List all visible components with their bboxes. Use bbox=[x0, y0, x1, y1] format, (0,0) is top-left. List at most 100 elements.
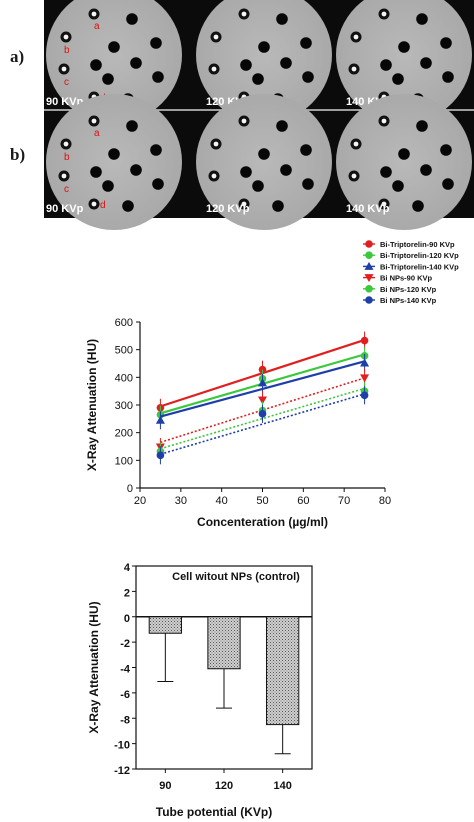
line-chart-axes: 0 100 200 300 400 500 600 20 30 40 50 60 70 80 bbox=[115, 317, 391, 507]
phantom-insert-core bbox=[213, 141, 219, 147]
data-point bbox=[258, 378, 267, 387]
phantom-insert-dot bbox=[252, 73, 264, 85]
line-chart: 0 100 200 300 400 500 600 20 30 40 50 60 70 80 Bi-Tri… bbox=[85, 240, 459, 529]
line-chart-x-axis-title: Concenteration (µg/ml) bbox=[197, 515, 328, 529]
legend-label: Bi-Triptorelin-140 KVp bbox=[380, 262, 459, 271]
bar bbox=[207, 616, 241, 670]
legend-label: Bi NPs-90 KVp bbox=[380, 274, 433, 283]
phantom-disc-body bbox=[196, 94, 332, 230]
phantom-insert-core bbox=[211, 66, 217, 72]
phantom-insert-dot bbox=[150, 37, 162, 49]
phantom-insert-dot bbox=[108, 148, 120, 160]
phantom-insert-dot bbox=[276, 120, 288, 132]
phantom-insert-dot bbox=[240, 59, 252, 71]
phantom-insert-dot bbox=[398, 148, 410, 160]
x-tick-label: 140 bbox=[273, 780, 291, 792]
phantom-insert-core bbox=[351, 173, 357, 179]
x-tick-label: 80 bbox=[379, 495, 391, 507]
data-point bbox=[360, 374, 370, 383]
data-point bbox=[360, 391, 369, 400]
phantom-insert-dot bbox=[300, 37, 312, 49]
line-chart-legend: Bi-Triptorelin-90 KVp Bi-Triptorelin-120 … bbox=[363, 240, 459, 305]
data-point bbox=[364, 274, 374, 283]
kvp-label: 140 KVp bbox=[346, 203, 390, 215]
phantom-disc-body bbox=[46, 0, 182, 123]
phantom-insert-core bbox=[91, 201, 97, 207]
phantom-insert-dot bbox=[258, 41, 270, 53]
hole-label: a bbox=[94, 21, 100, 32]
data-point bbox=[258, 365, 267, 374]
bar-chart-x-axis-title: Tube potential (KVp) bbox=[156, 805, 272, 819]
row-a-label: a) bbox=[10, 47, 24, 66]
x-tick-label: 30 bbox=[175, 495, 187, 507]
x-tick-label: 70 bbox=[338, 495, 350, 507]
bar-140: 140 bbox=[266, 616, 300, 792]
bar bbox=[266, 616, 300, 726]
phantom-insert-dot bbox=[440, 144, 452, 156]
data-point bbox=[258, 410, 267, 418]
y-tick-label: 2 bbox=[124, 587, 130, 599]
phantom-disc-body bbox=[336, 94, 472, 230]
phantom-insert-dot bbox=[258, 148, 270, 160]
phantom-insert-dot bbox=[416, 13, 428, 25]
phantom-insert-dot bbox=[440, 37, 452, 49]
phantom-insert-dot bbox=[416, 120, 428, 132]
phantom-insert-core bbox=[353, 34, 359, 40]
series-bi-nps-140-kvp bbox=[156, 386, 369, 465]
phantom-insert-dot bbox=[102, 73, 114, 85]
phantom-insert-core bbox=[91, 118, 97, 124]
y-tick-label: -2 bbox=[120, 638, 130, 650]
x-tick-label: 120 bbox=[215, 780, 233, 792]
phantom-insert-dot bbox=[380, 59, 392, 71]
phantom-insert-core bbox=[353, 141, 359, 147]
legend-item: Bi-Triptorelin-90 KVp bbox=[363, 240, 455, 249]
y-tick-label: 200 bbox=[115, 428, 133, 440]
phantom-insert-core bbox=[61, 173, 67, 179]
y-tick-label: -12 bbox=[114, 765, 130, 777]
bar-chart-title: Cell witout NPs (control) bbox=[172, 571, 300, 583]
phantom-insert-dot bbox=[90, 59, 102, 71]
phantom-disc-body bbox=[46, 94, 182, 230]
data-point bbox=[258, 396, 267, 405]
phantom-insert-dot bbox=[442, 71, 454, 83]
phantom-insert-dot bbox=[152, 178, 164, 190]
phantom-insert-dot bbox=[420, 164, 432, 176]
phantom-insert-dot bbox=[240, 166, 252, 178]
phantom-insert-dot bbox=[300, 144, 312, 156]
legend-item: Bi NPs-90 KVp bbox=[363, 274, 433, 283]
row-b-label: b) bbox=[10, 145, 25, 164]
phantom-insert-core bbox=[63, 34, 69, 40]
data-point bbox=[365, 296, 373, 304]
phantom-insert-core bbox=[213, 34, 219, 40]
y-tick-label: 0 bbox=[124, 613, 130, 625]
bar-chart-y-axis-title: X-Ray Attenuation (HU) bbox=[87, 601, 101, 733]
data-point bbox=[156, 451, 165, 460]
series-bi-triptorelin-140-kvp bbox=[155, 353, 370, 430]
phantom-disc: 120 KVp bbox=[196, 94, 332, 230]
phantom-insert-dot bbox=[302, 178, 314, 190]
phantom-insert-dot bbox=[280, 164, 292, 176]
legend-item: Bi-Triptorelin-120 KVp bbox=[363, 251, 459, 260]
phantom-insert-dot bbox=[126, 13, 138, 25]
y-tick-label: -8 bbox=[120, 714, 130, 726]
phantom-insert-core bbox=[241, 201, 247, 207]
phantom-insert-dot bbox=[280, 57, 292, 69]
kvp-label: 120 KVp bbox=[206, 203, 250, 215]
y-tick-label: 100 bbox=[115, 455, 133, 467]
phantom-insert-core bbox=[381, 118, 387, 124]
phantom-insert-dot bbox=[420, 57, 432, 69]
phantom-insert-core bbox=[381, 11, 387, 17]
bar-120: 120 bbox=[207, 616, 241, 792]
fit-line bbox=[160, 393, 365, 456]
phantom-insert-dot bbox=[150, 144, 162, 156]
phantom-insert-dot bbox=[392, 73, 404, 85]
y-tick-label: -6 bbox=[120, 689, 130, 701]
phantom-insert-dot bbox=[126, 120, 138, 132]
hole-label: b bbox=[64, 45, 70, 56]
x-tick-label: 40 bbox=[216, 495, 228, 507]
phantom-insert-core bbox=[211, 173, 217, 179]
x-tick-label: 50 bbox=[256, 495, 268, 507]
legend-label: Bi-Triptorelin-120 KVp bbox=[380, 251, 459, 260]
